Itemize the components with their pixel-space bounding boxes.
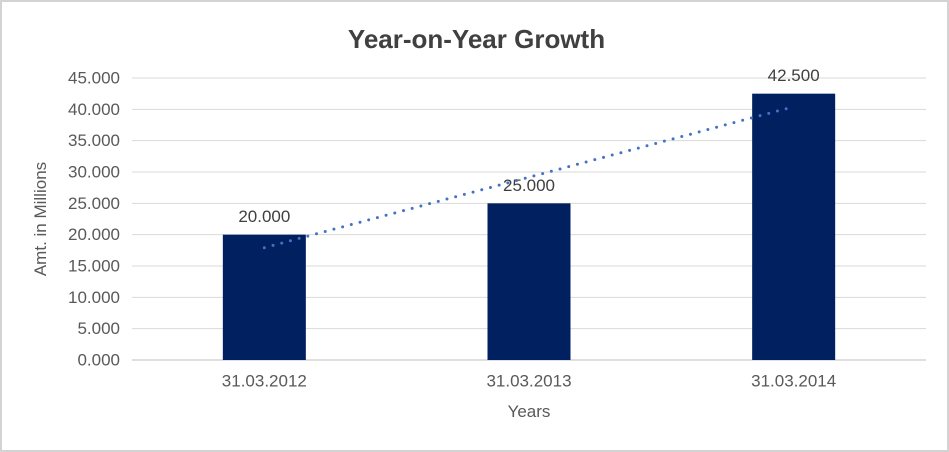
bar[interactable] (222, 234, 306, 360)
y-tick-label: 25.000 (68, 194, 120, 213)
x-axis-title: Years (507, 402, 551, 421)
y-tick-label: 45.000 (68, 69, 120, 88)
y-tick-label: 20.000 (68, 225, 120, 244)
x-tick-label: 31.03.2012 (222, 372, 307, 391)
y-tick-label: 5.000 (77, 319, 120, 338)
bar[interactable] (487, 203, 571, 360)
x-tick-label: 31.03.2013 (486, 372, 571, 391)
y-tick-label: 30.000 (68, 163, 120, 182)
y-tick-label: 35.000 (68, 131, 120, 150)
data-label: 42.500 (768, 66, 820, 85)
y-tick-label: 40.000 (68, 100, 120, 119)
data-label: 25.000 (503, 176, 555, 195)
bar[interactable] (752, 93, 836, 361)
y-tick-label: 0.000 (77, 351, 120, 370)
data-label: 20.000 (238, 207, 290, 226)
y-tick-label: 10.000 (68, 288, 120, 307)
x-tick-label: 31.03.2014 (751, 372, 836, 391)
trendline[interactable] (262, 105, 796, 250)
y-tick-label: 15.000 (68, 257, 120, 276)
chart-title: Year-on-Year Growth (347, 24, 606, 54)
